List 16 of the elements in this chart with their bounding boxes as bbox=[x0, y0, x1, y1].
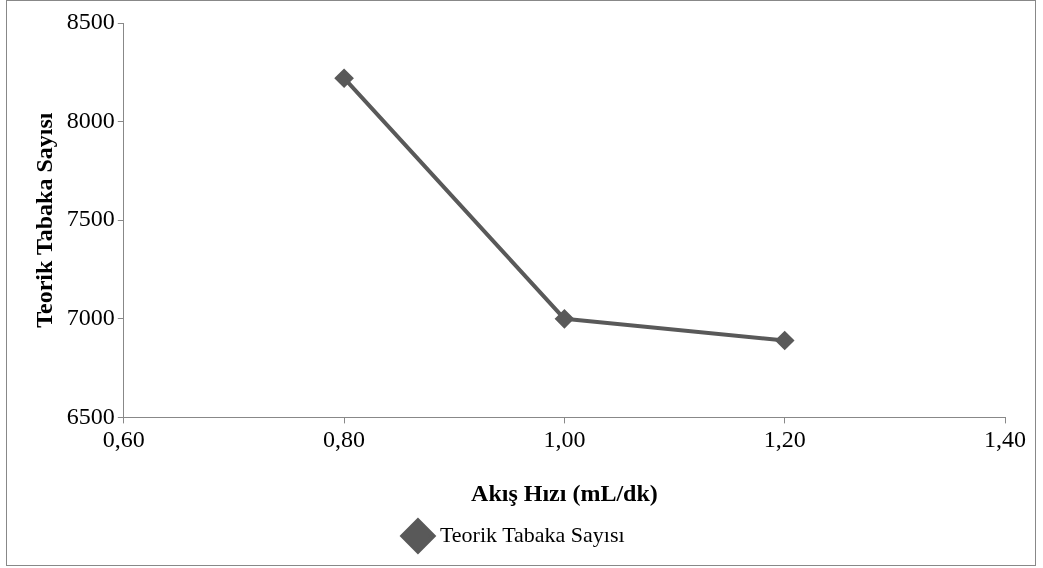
point bbox=[335, 69, 354, 88]
point bbox=[775, 331, 794, 350]
point bbox=[555, 309, 574, 328]
x-tick-label: 1,00 bbox=[543, 426, 586, 453]
y-tick-label: 6500 bbox=[66, 402, 115, 429]
x-tick-label: 0,60 bbox=[102, 426, 145, 453]
y-tick-label: 7000 bbox=[66, 304, 115, 331]
y-tick-label: 7500 bbox=[66, 205, 115, 232]
y-tick-label: 8500 bbox=[66, 8, 115, 35]
x-tick-label: 0,80 bbox=[323, 426, 366, 453]
x-axis-title: Akış Hızı (mL/dk) bbox=[471, 479, 658, 506]
y-tick-label: 8000 bbox=[66, 106, 115, 133]
legend-label: Teorik Tabaka Sayısı bbox=[439, 521, 625, 547]
x-tick-label: 1,40 bbox=[984, 426, 1026, 453]
y-axis-title: Teorik Tabaka Sayısı bbox=[30, 112, 57, 328]
x-tick-label: 1,20 bbox=[763, 426, 806, 453]
